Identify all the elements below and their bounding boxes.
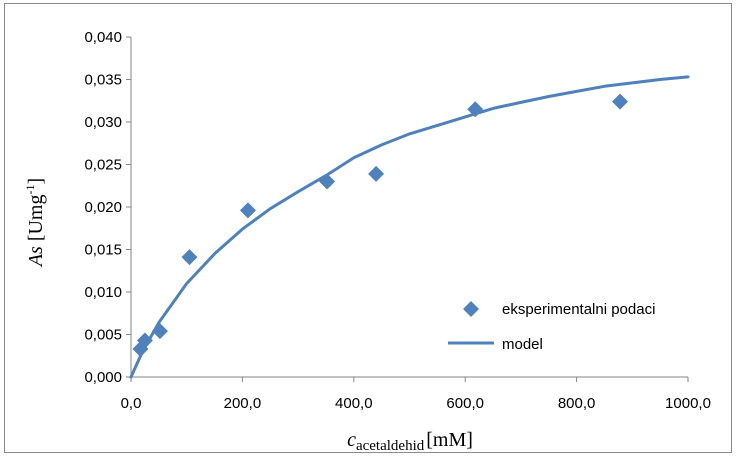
x-axis-title-sub: acetaldehid [356,438,425,454]
x-tick-label: 200,0 [224,395,262,412]
y-tick-label: 0,040 [84,29,122,46]
x-axis-title: cacetaldehid [mM] [347,429,473,454]
data-point [319,173,336,190]
y-tick-label: 0,025 [84,157,122,174]
y-axis-title-unit: [Umg [25,195,47,242]
y-axis-title: As [Umg-1] [23,178,47,268]
legend-label-model: model [502,336,543,353]
data-point [612,93,629,110]
y-tick-label: 0,035 [84,72,122,89]
x-axis-ticks: 0,0 200,0 400,0 600,0 800,0 1000,0 [121,377,711,412]
legend-item-scatter: eksperimentalni podaci [463,301,655,318]
y-axis-ticks: 0,000 0,005 0,010 0,015 0,020 0,025 0,030 0,035… [84,29,131,386]
y-tick-label: 0,030 [84,114,122,131]
x-axis-title-main: c [347,429,356,451]
y-tick-label: 0,020 [84,199,122,216]
legend-label-scatter: eksperimentalni podaci [502,301,655,318]
data-point [368,165,385,182]
x-tick-label: 0,0 [121,395,142,412]
data-point [239,202,256,219]
y-tick-label: 0,000 [84,369,122,386]
data-point [136,332,153,349]
data-point [467,101,484,118]
y-tick-label: 0,015 [84,242,122,259]
x-tick-label: 400,0 [335,395,373,412]
y-axis-title-main: As [25,246,47,268]
data-point [181,249,198,266]
data-point [151,323,168,340]
legend: eksperimentalni podaci model [448,301,655,353]
legend-item-model: model [448,336,543,353]
x-tick-label: 1000,0 [665,395,711,412]
x-tick-label: 600,0 [446,395,484,412]
plot-area [129,75,690,379]
legend-marker-diamond [463,301,479,317]
y-axis-title-sup: -1 [23,185,37,195]
model-line [129,75,690,379]
y-tick-label: 0,005 [84,327,122,344]
chart-frame [4,3,732,453]
y-axis-title-close: ] [25,178,47,185]
y-tick-label: 0,010 [84,284,122,301]
x-tick-label: 800,0 [558,395,596,412]
x-axis-title-unit: [mM] [426,429,473,451]
axes [130,37,688,378]
